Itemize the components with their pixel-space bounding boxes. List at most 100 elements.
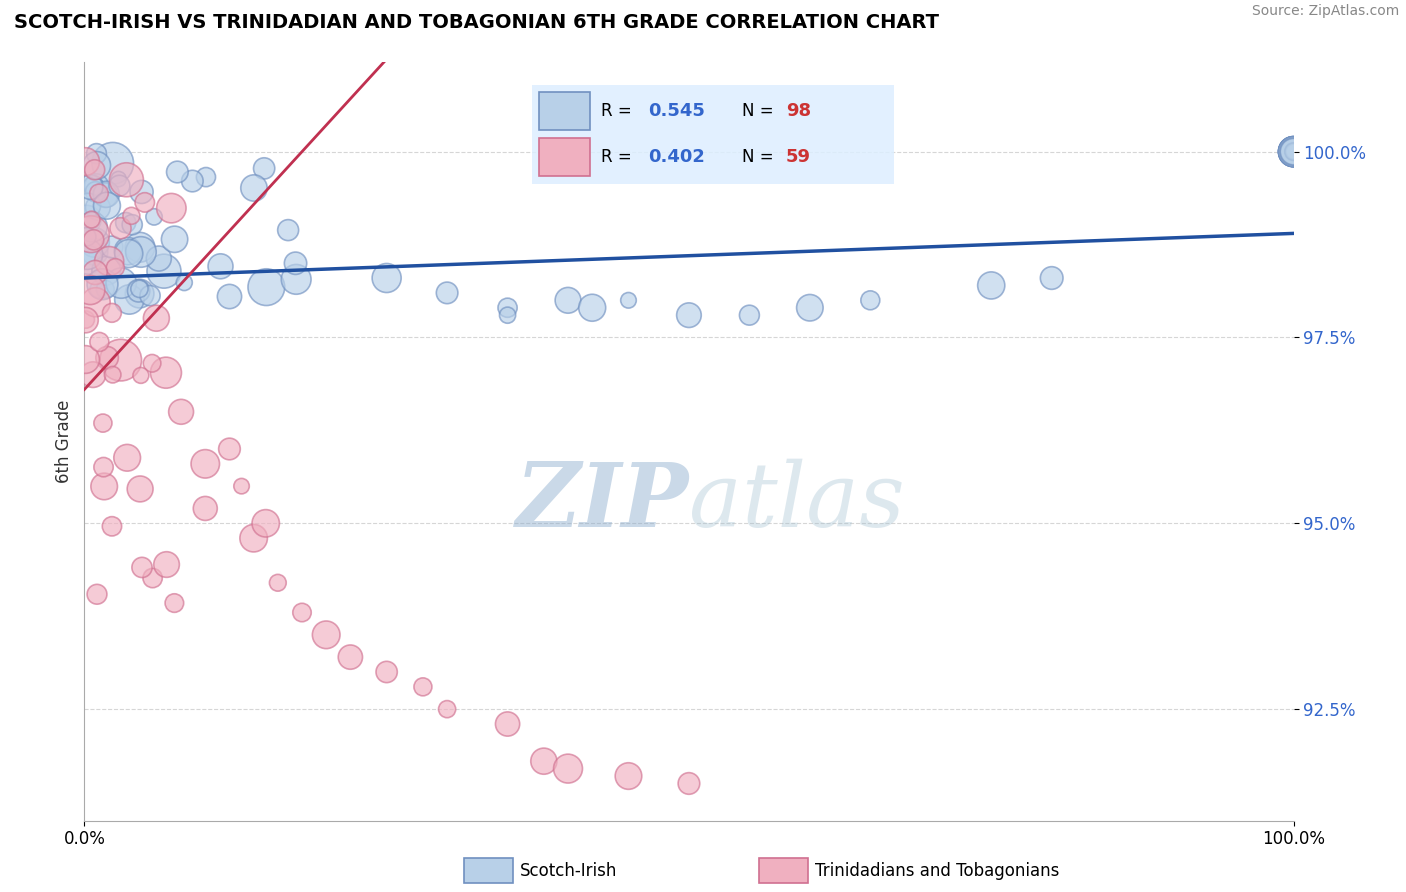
- Point: [77, 252, 100, 267]
- Point: [75, 154, 97, 169]
- Point: [96, 199, 118, 213]
- Point: [82, 178, 104, 193]
- Point: [412, 680, 434, 694]
- Point: [110, 353, 132, 368]
- Point: [678, 776, 700, 790]
- Point: [83, 162, 105, 177]
- Point: [139, 288, 162, 302]
- Point: [267, 575, 290, 590]
- Point: [83, 233, 105, 247]
- Point: [1282, 145, 1305, 159]
- Point: [76, 229, 98, 244]
- Point: [181, 174, 204, 188]
- Point: [143, 210, 166, 224]
- Point: [129, 244, 152, 259]
- Point: [101, 368, 124, 382]
- Point: [285, 272, 308, 286]
- Point: [678, 308, 700, 322]
- Point: [1282, 145, 1305, 159]
- Point: [131, 560, 153, 574]
- Point: [375, 665, 398, 679]
- Point: [254, 280, 277, 294]
- Point: [87, 282, 110, 296]
- Point: [617, 293, 640, 308]
- Point: [75, 313, 97, 327]
- Point: [148, 252, 170, 266]
- Point: [218, 289, 240, 303]
- Point: [91, 416, 114, 430]
- Point: [118, 246, 141, 260]
- Text: Scotch-Irish: Scotch-Irish: [520, 862, 617, 880]
- Point: [141, 356, 163, 370]
- Text: SCOTCH-IRISH VS TRINIDADIAN AND TOBAGONIAN 6TH GRADE CORRELATION CHART: SCOTCH-IRISH VS TRINIDADIAN AND TOBAGONI…: [14, 13, 939, 32]
- Point: [1040, 271, 1063, 285]
- Point: [533, 754, 555, 768]
- Point: [1282, 145, 1305, 159]
- Point: [163, 596, 186, 610]
- Point: [101, 306, 124, 320]
- Point: [94, 188, 117, 202]
- Point: [120, 209, 142, 223]
- Point: [115, 173, 138, 187]
- Point: [79, 180, 101, 194]
- Point: [1282, 145, 1305, 159]
- Point: [1282, 145, 1305, 159]
- Point: [1282, 145, 1305, 159]
- Point: [75, 352, 97, 367]
- Point: [86, 146, 108, 161]
- Point: [980, 278, 1002, 293]
- Point: [128, 282, 150, 296]
- Point: [557, 762, 579, 776]
- Point: [101, 519, 124, 533]
- Point: [107, 172, 129, 186]
- Point: [101, 240, 124, 254]
- Point: [209, 260, 232, 274]
- Point: [93, 460, 115, 475]
- Point: [84, 185, 107, 199]
- Text: ZIP: ZIP: [516, 459, 689, 545]
- Point: [170, 405, 193, 419]
- Point: [128, 286, 150, 301]
- Point: [93, 479, 115, 493]
- Point: [79, 283, 101, 297]
- Point: [160, 201, 183, 215]
- Point: [173, 276, 195, 290]
- Point: [94, 282, 117, 296]
- Text: atlas: atlas: [689, 458, 904, 546]
- Point: [1282, 145, 1305, 159]
- Point: [83, 235, 105, 250]
- Point: [1282, 145, 1305, 159]
- Point: [121, 218, 143, 232]
- Point: [738, 308, 761, 322]
- Point: [799, 301, 821, 315]
- Point: [1282, 145, 1305, 159]
- Point: [254, 516, 277, 531]
- Point: [115, 450, 138, 465]
- Point: [86, 158, 108, 172]
- Point: [1282, 145, 1305, 159]
- Point: [166, 165, 188, 179]
- Point: [1282, 145, 1305, 159]
- Point: [1282, 145, 1305, 159]
- Point: [96, 187, 118, 202]
- Point: [87, 186, 110, 201]
- Point: [1282, 145, 1305, 159]
- Point: [75, 312, 97, 326]
- Point: [96, 264, 118, 278]
- Point: [145, 311, 167, 326]
- Point: [96, 351, 118, 365]
- Point: [153, 264, 176, 278]
- Point: [1282, 145, 1305, 159]
- Point: [291, 606, 314, 620]
- Point: [142, 571, 165, 585]
- Point: [83, 244, 105, 259]
- Point: [194, 501, 217, 516]
- Text: Trinidadians and Tobagonians: Trinidadians and Tobagonians: [815, 862, 1060, 880]
- Point: [1282, 145, 1305, 159]
- Point: [114, 216, 136, 230]
- Point: [131, 185, 153, 199]
- Point: [1282, 145, 1305, 159]
- Point: [436, 702, 458, 716]
- Point: [91, 277, 114, 292]
- Point: [80, 227, 103, 242]
